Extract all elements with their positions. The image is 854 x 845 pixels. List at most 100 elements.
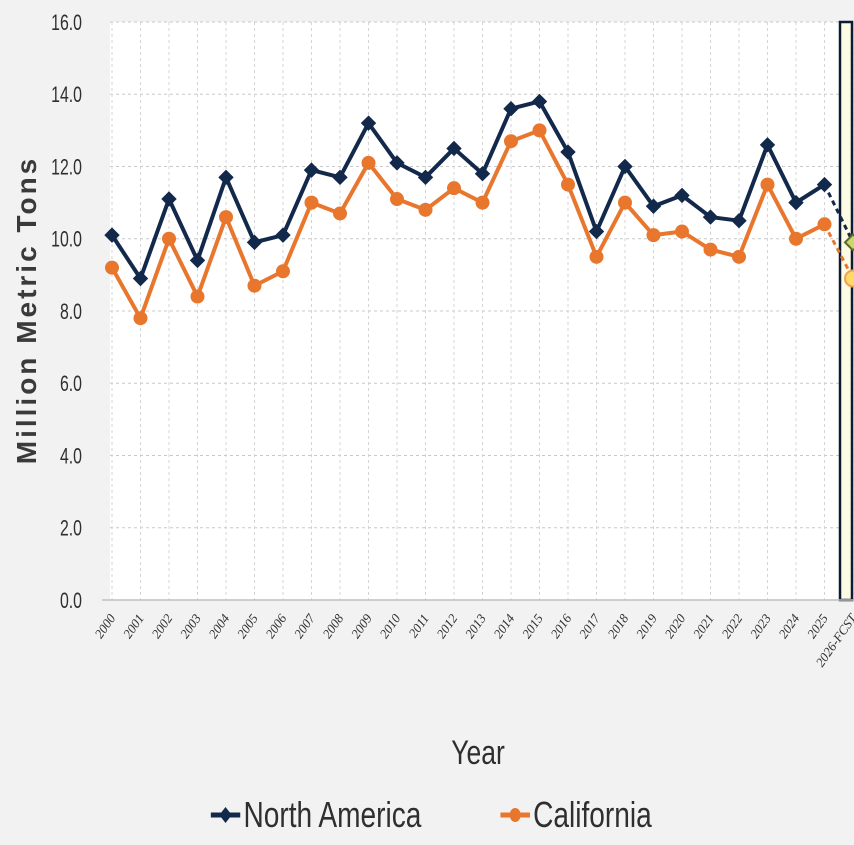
x-tick-label: 2023 <box>747 611 774 641</box>
x-tick-label: 2016 <box>547 611 574 641</box>
data-point-north-america <box>645 198 662 214</box>
x-tick-label: 2014 <box>490 611 517 641</box>
legend-item-north-america: North America <box>210 794 422 836</box>
x-tick-label: 2013 <box>462 611 489 641</box>
data-point-north-america <box>161 191 177 207</box>
data-point-north-america <box>474 166 491 182</box>
data-point-north-america <box>788 194 804 211</box>
data-point-california <box>475 195 490 210</box>
y-tick-label: 8.0 <box>60 301 82 325</box>
data-point-california <box>418 202 433 217</box>
data-point-california <box>133 311 148 326</box>
legend-swatch-north-america <box>210 807 241 823</box>
legend-label-california: California <box>533 794 652 835</box>
x-tick-label: 2020 <box>661 611 688 641</box>
data-point-north-america <box>189 252 206 269</box>
data-point-california <box>504 134 518 149</box>
series-line <box>110 99 826 281</box>
data-point-california <box>589 249 604 264</box>
data-point-north-america <box>759 137 776 153</box>
x-tick-label: 2022 <box>718 611 745 641</box>
y-axis-title: Million Metric Tons <box>11 156 42 464</box>
data-point-california <box>219 210 233 225</box>
data-point-north-america <box>360 115 377 131</box>
x-tick-label: 2019 <box>633 611 660 641</box>
forecast-highlight <box>838 20 854 602</box>
x-tick-label: 2002 <box>148 611 175 641</box>
x-tick-label: 2006 <box>262 611 289 641</box>
data-point-california <box>304 195 319 210</box>
data-point-california <box>732 249 746 264</box>
y-tick-label: 10.0 <box>51 228 82 252</box>
data-point-north-america <box>816 176 833 193</box>
x-tick-label: 2015 <box>519 611 546 641</box>
data-point-north-america <box>275 227 291 243</box>
series <box>104 93 854 326</box>
data-point-north-america <box>446 140 462 157</box>
x-tick-label: 2024 <box>775 611 802 641</box>
data-point-north-america <box>531 93 548 110</box>
data-point-north-america <box>617 158 633 175</box>
data-point-north-america <box>731 212 747 229</box>
data-point-california <box>618 195 632 210</box>
data-point-california <box>105 260 119 275</box>
data-point-california <box>675 224 689 239</box>
data-point-california <box>760 177 775 192</box>
y-tick-label: 6.0 <box>60 373 82 397</box>
x-tick-label: 2018 <box>604 611 631 641</box>
legend: North America California <box>0 790 854 840</box>
data-point-north-america <box>303 162 320 178</box>
x-tick-label: 2003 <box>177 611 204 641</box>
x-axis-title: Year <box>451 734 505 772</box>
x-tick-label: 2008 <box>319 611 346 641</box>
x-tick-label: 2009 <box>348 611 375 641</box>
x-tick-label: 2025 <box>804 611 831 641</box>
data-point-california <box>646 228 661 243</box>
forecast-connector <box>823 223 854 280</box>
data-point-california <box>844 269 854 288</box>
data-point-california <box>190 289 205 304</box>
legend-swatch-california <box>500 808 530 822</box>
forecast-connector <box>823 183 854 244</box>
data-point-north-america <box>104 227 120 243</box>
data-point-north-america <box>389 155 405 171</box>
data-point-california <box>361 155 376 170</box>
x-tick-label: 2021 <box>690 611 717 641</box>
forecast-box <box>838 20 854 602</box>
data-point-north-america <box>588 223 605 240</box>
legend-item-california: California <box>500 794 652 836</box>
data-point-california <box>561 177 575 192</box>
data-point-north-america <box>417 169 434 186</box>
x-tick-label: 2011 <box>405 611 432 640</box>
y-tick-label: 16.0 <box>51 12 82 36</box>
x-tick-label: 2004 <box>205 611 232 641</box>
data-point-california <box>703 242 718 257</box>
data-point-california <box>789 231 803 246</box>
x-tick-label: 2000 <box>91 611 118 641</box>
data-point-north-america <box>560 144 576 160</box>
data-point-north-america <box>218 169 234 186</box>
data-point-california <box>532 123 547 138</box>
data-point-california <box>247 278 262 293</box>
data-point-california <box>447 181 461 196</box>
y-tick-label: 14.0 <box>51 84 82 108</box>
legend-label-north-america: North America <box>243 794 422 835</box>
y-tick-label: 12.0 <box>51 156 82 180</box>
x-tick-label: 2001 <box>120 611 147 641</box>
x-tick-label: 2005 <box>234 611 261 641</box>
y-tick-label: 4.0 <box>60 445 82 469</box>
data-point-north-america <box>843 232 854 252</box>
data-point-north-america <box>132 270 149 287</box>
data-point-north-america <box>332 169 348 186</box>
data-point-california <box>162 231 176 246</box>
data-point-california <box>390 192 404 207</box>
gridlines <box>110 21 854 601</box>
y-tick-label: 0.0 <box>60 590 82 614</box>
x-tick-label: 2007 <box>291 611 318 641</box>
y-tick-label: 2.0 <box>60 517 82 541</box>
data-point-california <box>817 217 832 232</box>
x-tick-label: 2017 <box>576 611 603 641</box>
x-tick-label: 2010 <box>376 611 403 641</box>
x-tick-label: 2012 <box>433 611 460 641</box>
